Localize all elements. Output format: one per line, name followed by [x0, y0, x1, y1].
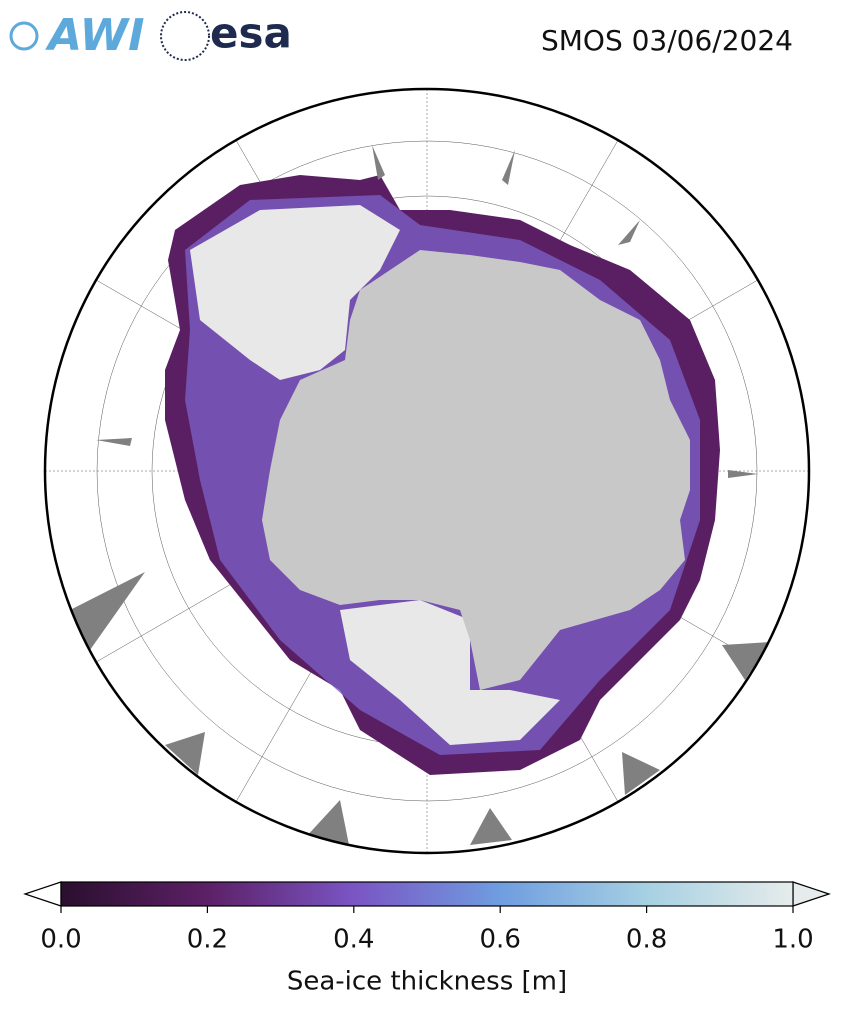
tick-label: 0.6 — [480, 925, 521, 955]
map — [45, 89, 809, 853]
colorbar-label: Sea-ice thickness [m] — [287, 967, 567, 997]
land-outside — [70, 145, 770, 850]
colorbar — [23, 881, 831, 907]
colorbar-scale — [60, 881, 794, 907]
tick-label: 1.0 — [772, 925, 813, 955]
land — [262, 250, 690, 690]
map-title: SMOS 03/06/2024 — [541, 24, 793, 57]
logo-text: esa — [210, 9, 292, 58]
map-boundary — [43, 87, 811, 855]
logo-esa: esa — [160, 9, 292, 61]
thick-ice — [190, 205, 400, 380]
logo-awi: AWI — [9, 10, 145, 61]
tick-label: 0.8 — [626, 925, 667, 955]
tick-label: 0.0 — [40, 925, 81, 955]
tick-label: 0.2 — [187, 925, 228, 955]
thick-ice — [340, 600, 560, 745]
logo-text: AWI — [45, 10, 145, 61]
tick-label: 0.4 — [333, 925, 374, 955]
